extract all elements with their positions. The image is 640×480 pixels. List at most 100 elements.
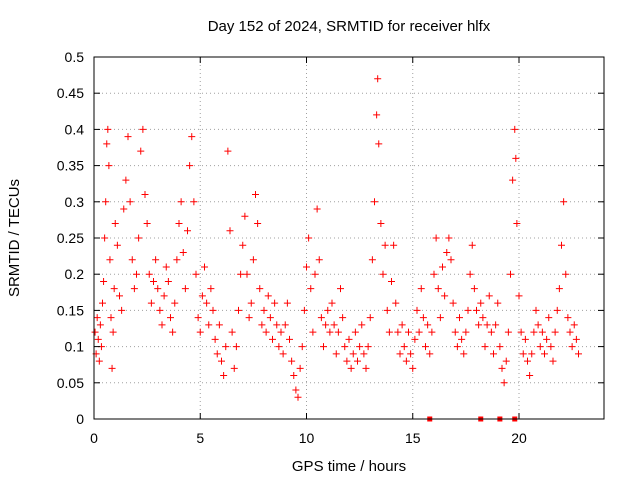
- x-tick-label: 20: [511, 430, 527, 446]
- data-point: [451, 328, 459, 336]
- data-point: [575, 350, 582, 358]
- data-point: [184, 227, 191, 235]
- data-point: [409, 364, 417, 372]
- data-point: [439, 263, 446, 271]
- data-point: [91, 328, 99, 336]
- data-point: [164, 277, 172, 285]
- data-point: [102, 198, 110, 206]
- x-tick-label: 15: [405, 430, 421, 446]
- data-point: [411, 335, 419, 343]
- data-point: [558, 241, 565, 249]
- data-point: [485, 292, 493, 300]
- data-point: [526, 372, 534, 380]
- data-point: [337, 285, 344, 293]
- data-point: [364, 343, 372, 351]
- data-point: [273, 321, 281, 329]
- data-point: [220, 372, 228, 380]
- data-point: [175, 220, 183, 228]
- data-point: [203, 299, 211, 307]
- data-point: [381, 241, 389, 249]
- x-tick-label: 0: [90, 430, 98, 446]
- data-point: [107, 314, 115, 322]
- data-point: [266, 314, 274, 322]
- data-point: [271, 299, 279, 307]
- data-point: [224, 147, 232, 155]
- data-point: [447, 256, 455, 264]
- data-point: [458, 335, 466, 343]
- data-point: [111, 220, 119, 228]
- data-point: [334, 328, 342, 336]
- data-point: [145, 270, 153, 278]
- axis-ticks: [93, 56, 604, 420]
- data-point: [354, 357, 361, 365]
- data-point: [362, 364, 370, 372]
- data-point: [394, 328, 402, 336]
- data-point: [201, 263, 208, 271]
- data-point: [443, 248, 451, 256]
- data-point: [150, 277, 157, 285]
- data-point: [468, 241, 476, 249]
- data-point: [371, 198, 378, 206]
- data-point: [160, 292, 168, 300]
- data-point: [108, 364, 116, 372]
- data-point: [205, 321, 213, 329]
- data-point: [139, 125, 147, 133]
- data-point: [307, 285, 315, 293]
- data-point: [383, 306, 391, 314]
- data-point: [158, 321, 166, 329]
- x-tick-label: 5: [196, 430, 204, 446]
- data-point: [445, 234, 453, 242]
- data-point: [332, 350, 340, 358]
- data-point: [417, 285, 425, 293]
- data-point: [453, 343, 461, 351]
- data-point: [566, 328, 574, 336]
- data-point: [190, 198, 198, 206]
- data-point: [475, 321, 483, 329]
- x-tick-label: 10: [299, 430, 315, 446]
- y-tick-label: 0.45: [57, 85, 84, 101]
- data-point: [106, 256, 114, 264]
- data-point: [275, 343, 283, 351]
- data-point: [128, 256, 136, 264]
- data-points: [91, 75, 582, 422]
- data-point: [105, 162, 113, 170]
- data-point: [504, 328, 512, 336]
- data-point: [385, 328, 393, 336]
- data-point: [345, 335, 353, 343]
- data-point: [419, 314, 427, 322]
- data-point: [496, 343, 504, 351]
- data-point: [568, 343, 576, 351]
- data-point: [547, 343, 555, 351]
- data-point: [541, 350, 548, 358]
- data-point: [498, 364, 506, 372]
- data-point: [379, 270, 387, 278]
- data-point: [288, 357, 296, 365]
- y-tick-label: 0: [76, 411, 84, 427]
- y-tick-label: 0.35: [57, 158, 84, 174]
- data-point: [349, 350, 357, 358]
- data-point: [181, 285, 189, 293]
- data-point: [358, 321, 366, 329]
- data-point: [96, 321, 104, 329]
- data-point: [400, 343, 408, 351]
- data-point: [494, 299, 502, 307]
- data-point: [311, 270, 319, 278]
- data-point: [122, 176, 130, 184]
- data-point: [466, 270, 474, 278]
- data-point: [154, 285, 162, 293]
- data-point: [390, 241, 398, 249]
- data-point: [315, 256, 323, 264]
- data-point: [137, 147, 145, 155]
- data-point: [230, 364, 238, 372]
- data-point: [524, 357, 531, 365]
- data-point: [286, 335, 293, 343]
- data-point: [515, 292, 523, 300]
- data-point: [262, 328, 270, 336]
- data-point: [196, 328, 204, 336]
- data-point: [269, 335, 276, 343]
- data-point: [135, 234, 143, 242]
- data-point: [470, 285, 478, 293]
- data-point: [477, 299, 485, 307]
- data-point: [109, 328, 117, 336]
- data-point: [167, 314, 174, 322]
